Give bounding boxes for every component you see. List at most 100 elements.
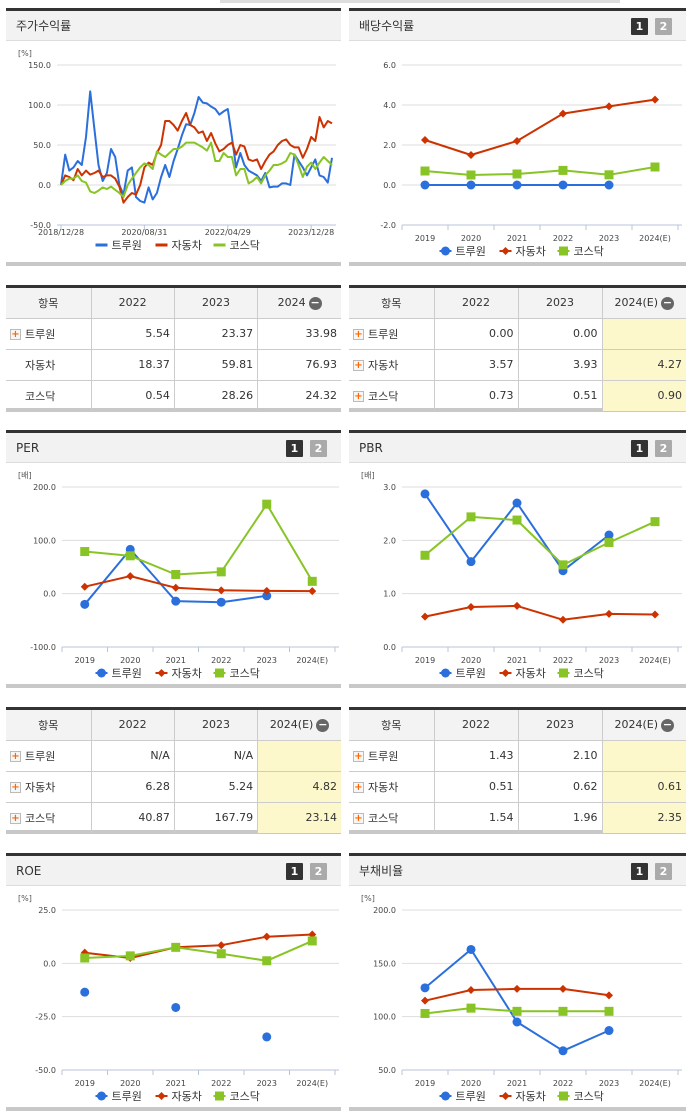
minus-circle-icon[interactable]: − (661, 295, 675, 310)
cell-value: 24.32 (305, 389, 338, 403)
cell-value: N/A (91, 740, 175, 772)
diamond-marker (80, 948, 89, 957)
legend-diamond-marker (157, 669, 166, 677)
page-2-button[interactable]: 2 (655, 863, 672, 880)
legend-circle-marker (441, 668, 450, 678)
page-2-button[interactable]: 2 (310, 863, 327, 880)
circle-marker (558, 1046, 568, 1056)
table-row: + 자동차 0.51 0.62 0.61 (349, 771, 686, 803)
x-tick-label: 2023 (257, 656, 277, 665)
diamond-marker (513, 601, 521, 610)
circle-marker (420, 180, 430, 190)
expand-plus-icon[interactable]: + (10, 329, 21, 340)
page-2-button[interactable]: 2 (310, 440, 327, 457)
legend-item: 트루원 (95, 1090, 142, 1103)
legend-diamond-marker (501, 247, 510, 255)
circle-marker (80, 599, 90, 609)
square-marker (216, 949, 226, 959)
expand-plus-icon[interactable]: + (353, 813, 364, 825)
expand-plus-icon[interactable]: + (353, 782, 364, 793)
row-label: + 코스닥 (349, 380, 435, 411)
x-tick-label: 2022 (211, 1079, 231, 1088)
column-header: 항목 (349, 288, 435, 319)
column-header: 2022 (434, 710, 519, 741)
x-tick-label: 2020 (120, 1079, 140, 1088)
series-2 (421, 984, 613, 1005)
table-row: + 자동차 6.28 5.24 4.82 (6, 771, 341, 803)
square-marker (650, 517, 660, 527)
series-line (84, 503, 314, 582)
y-tick-label: 2.0 (383, 536, 396, 545)
legend-label: 자동차 (516, 245, 546, 258)
legend-label: 자동차 (516, 1090, 546, 1103)
price-return-table: 항목 2022 2023 2024− + 트루원 5.54 23.37 33.98 자동차 18.3… (6, 285, 341, 412)
minus-circle-icon[interactable]: − (316, 717, 330, 732)
pbr-table: 항목 2022 2023 2024(E) − + 트루원 1.43 2.10 + 자동차 0.51 0.… (349, 707, 686, 834)
diamond-marker (605, 609, 613, 618)
series-1 (420, 944, 614, 1056)
expand-plus-icon[interactable]: + (353, 329, 364, 340)
legend-label: 트루원 (112, 667, 142, 680)
page-1-button[interactable]: 1 (631, 18, 648, 35)
legend-item: 코스닥 (213, 239, 260, 252)
square-marker (216, 567, 226, 577)
legend-label: 코스닥 (230, 667, 260, 680)
expand-plus-icon[interactable]: + (10, 751, 21, 762)
square-marker (558, 165, 568, 175)
expand-plus-icon[interactable]: + (353, 360, 364, 371)
diamond-marker (80, 582, 89, 591)
cell-value: 1.96 (518, 802, 603, 833)
x-tick-label: 2020 (461, 656, 481, 665)
series-3 (60, 141, 333, 198)
unit-label: [%] (361, 894, 375, 903)
circle-marker (216, 597, 226, 607)
page-1-button[interactable]: 1 (631, 440, 648, 457)
minus-circle-icon[interactable]: − (661, 717, 675, 732)
x-tick-label: 2023 (599, 656, 619, 665)
page-1-button[interactable]: 1 (631, 863, 648, 880)
series-line (84, 933, 313, 959)
diamond-marker (126, 572, 135, 581)
column-header: 2023 (518, 288, 603, 319)
expand-plus-icon[interactable]: + (353, 751, 364, 762)
cell-value: 2.35 (602, 802, 686, 833)
square-marker (80, 547, 90, 557)
legend-item: 자동차 (155, 239, 202, 252)
circle-marker (512, 498, 522, 508)
x-tick-label: 2021 (166, 656, 186, 665)
cell-value: 23.14 (257, 802, 341, 833)
x-tick-label: 2024(E) (639, 234, 671, 243)
expand-plus-icon[interactable]: + (10, 782, 21, 793)
per-table: 항목 2022 2023 2024(E) − + 트루원 N/A N/A + 자동차 6.28 5.24… (6, 707, 341, 834)
legend: 트루원 자동차 코스닥 (95, 1090, 260, 1103)
square-marker (604, 1006, 614, 1016)
legend-item: 트루원 (439, 1090, 486, 1103)
x-tick-label: 2021 (507, 656, 527, 665)
square-marker (466, 1003, 476, 1013)
legend-item: 자동차 (499, 1090, 546, 1103)
page-2-button[interactable]: 2 (655, 440, 672, 457)
x-tick-label: 2024(E) (639, 1079, 671, 1088)
legend-item: 트루원 (439, 245, 486, 258)
page-1-button[interactable]: 1 (286, 863, 303, 880)
minus-circle-icon[interactable]: − (308, 295, 322, 310)
circle-marker (262, 1032, 272, 1042)
diamond-marker (467, 151, 475, 159)
x-tick-label: 2023 (599, 234, 619, 243)
square-marker (466, 512, 476, 522)
cell-value: 59.81 (174, 349, 259, 381)
legend-square-marker (559, 246, 568, 256)
dividend-yield-table: 항목 2022 2023 2024(E) − + 트루원 0.00 0.00 + 자동차 3.57 3.… (349, 285, 686, 412)
page-2-button[interactable]: 2 (655, 18, 672, 35)
page-1-button[interactable]: 1 (286, 440, 303, 457)
unit-label: [%] (18, 49, 32, 58)
dividend-yield-chart: 6.0 4.0 2.0 0.0 -2.0 2019 2020 2021 2022 2023 2024… (380, 61, 682, 258)
expand-plus-icon[interactable]: + (353, 391, 364, 403)
circle-marker (420, 489, 430, 499)
expand-plus-icon[interactable]: + (10, 813, 21, 825)
price-return-panel: 주가수익률 [%] 150.0 100.0 50.0 0.0 -50.0 2018/12/2… (6, 8, 341, 266)
